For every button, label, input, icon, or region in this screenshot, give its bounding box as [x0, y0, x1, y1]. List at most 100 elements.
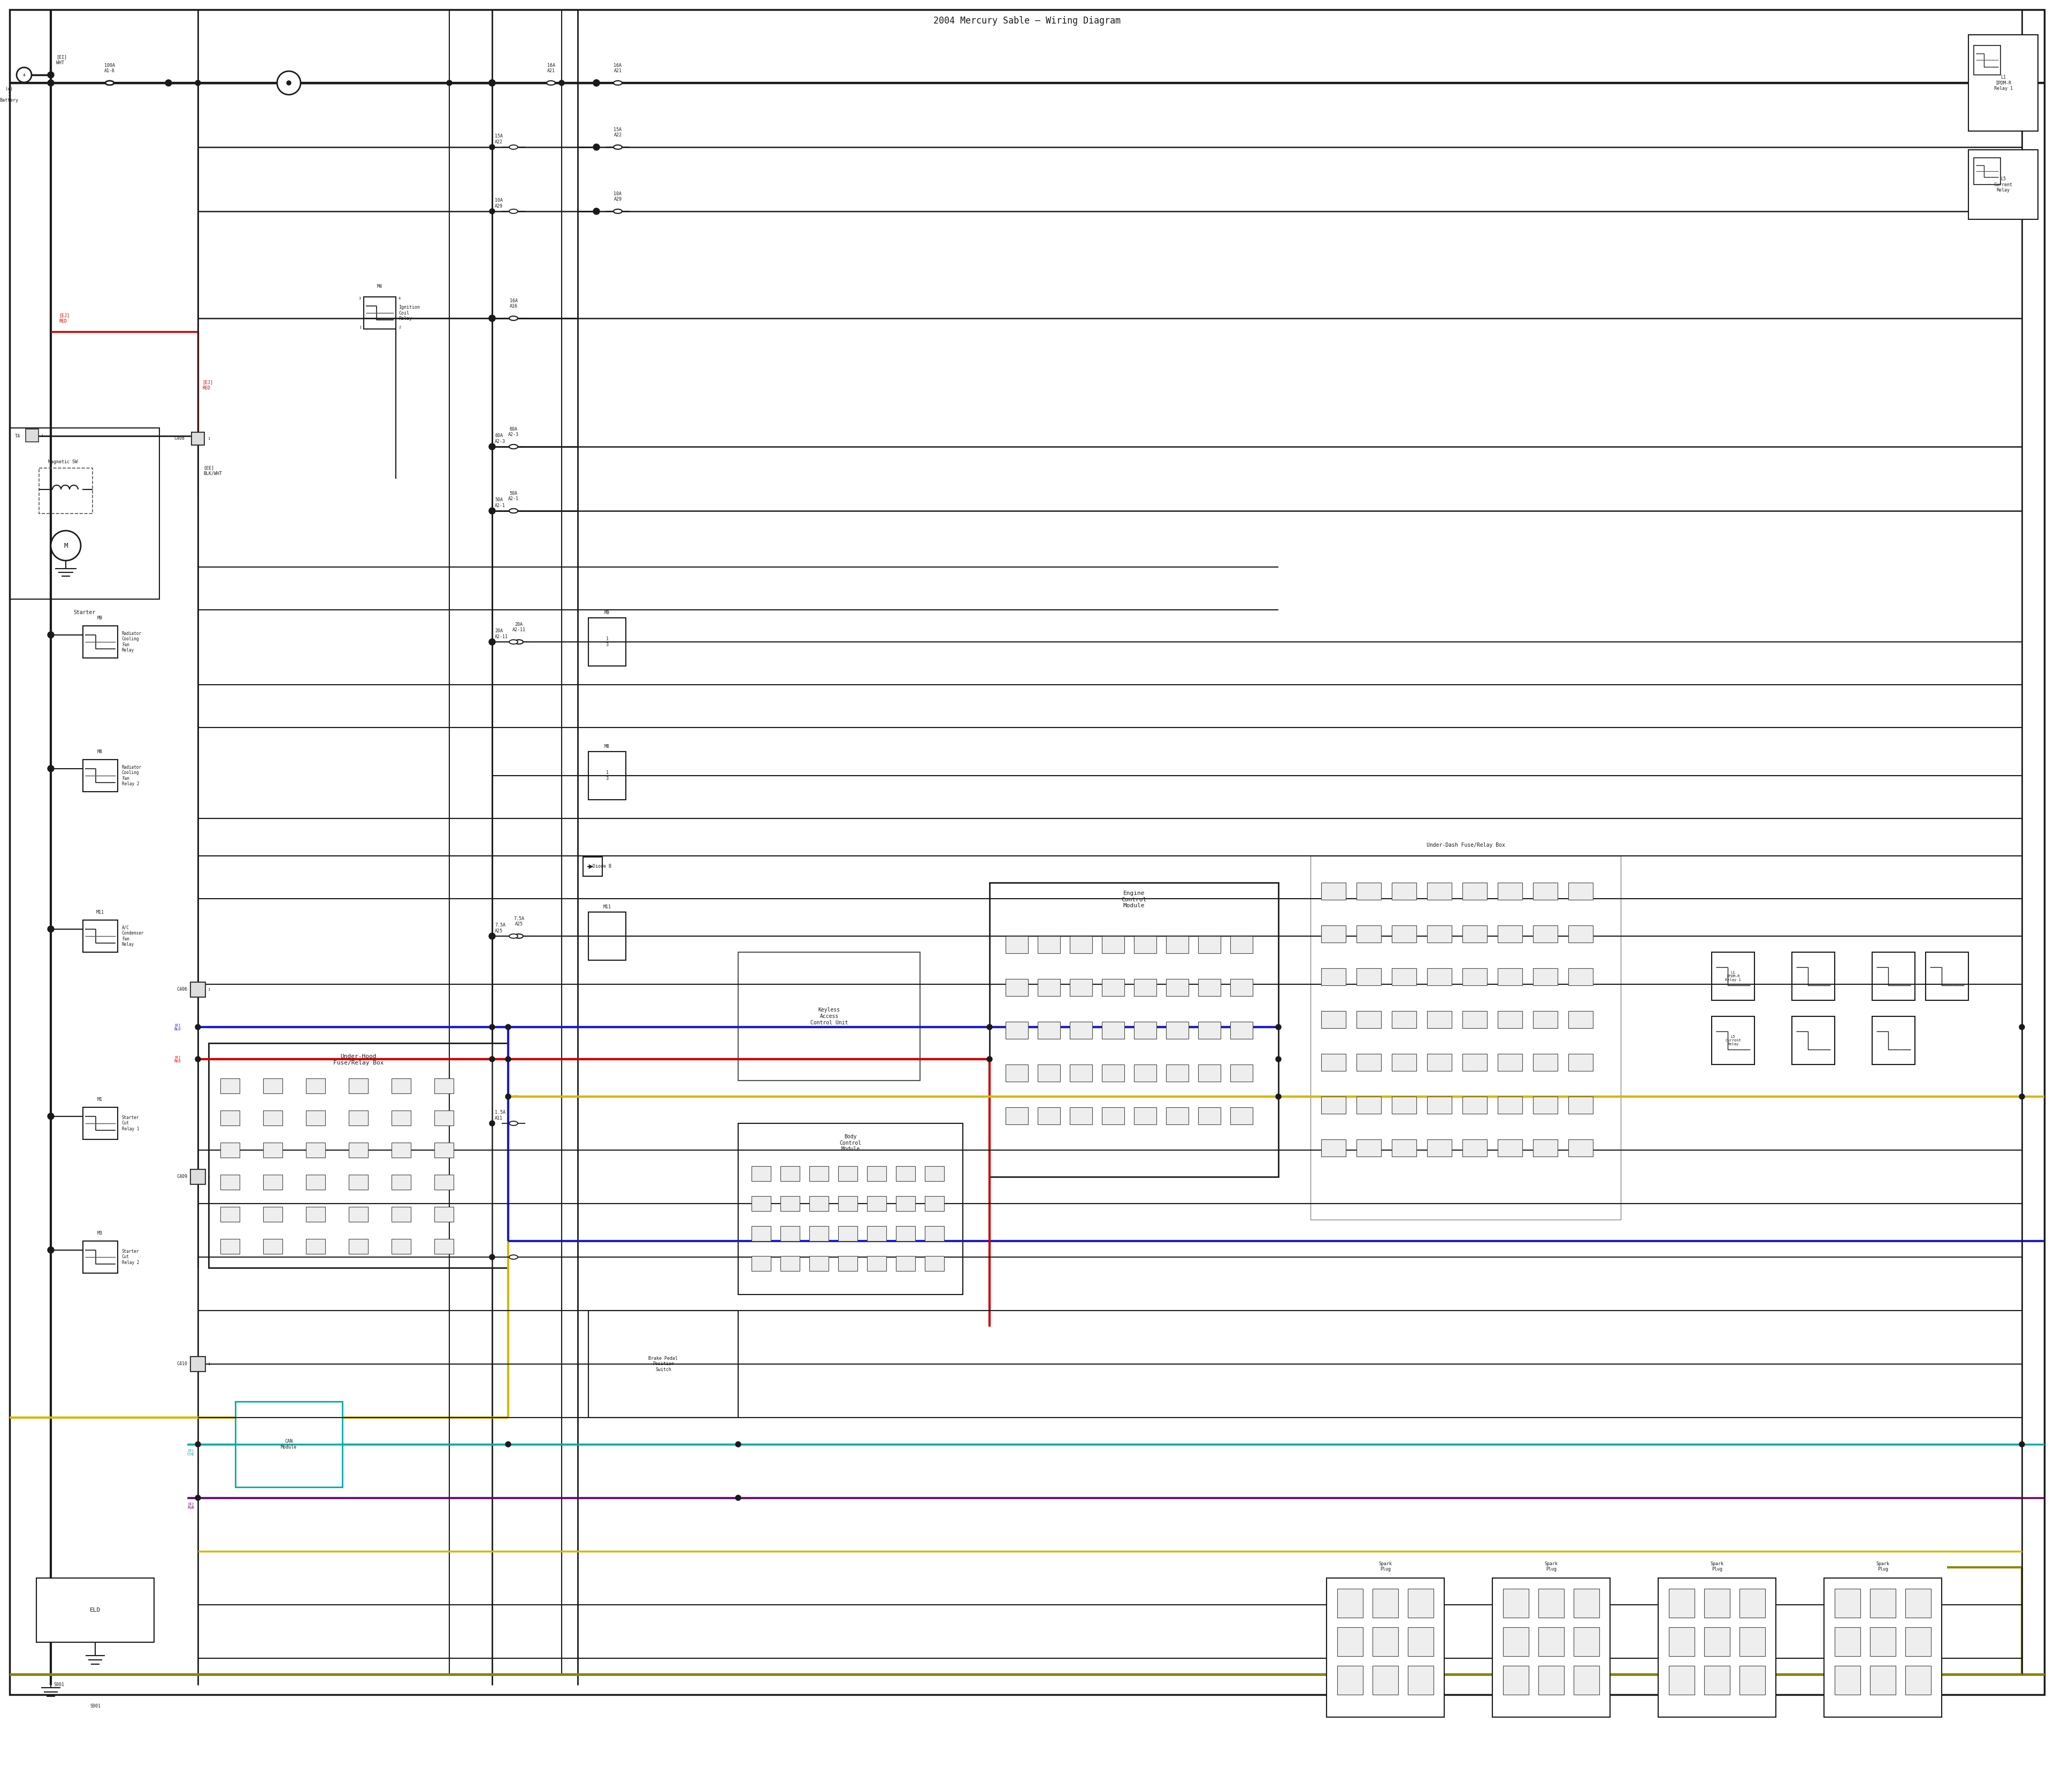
- Bar: [1573, 1667, 1600, 1695]
- Bar: [1070, 978, 1093, 996]
- Bar: [433, 1176, 454, 1190]
- Circle shape: [195, 1025, 201, 1030]
- Bar: [1230, 1021, 1253, 1039]
- Text: [EE]
BLK/WHT: [EE] BLK/WHT: [203, 466, 222, 475]
- Circle shape: [47, 1247, 53, 1253]
- Text: Keyless
Access
Control Unit: Keyless Access Control Unit: [809, 1007, 848, 1025]
- Bar: [781, 1226, 799, 1242]
- Text: 1: 1: [207, 1176, 210, 1179]
- Bar: [1497, 1054, 1522, 1072]
- Bar: [1569, 1011, 1594, 1029]
- Text: 2: 2: [398, 326, 401, 330]
- Text: 16A
A21: 16A A21: [546, 63, 555, 73]
- Bar: [752, 1226, 770, 1242]
- Bar: [1497, 1011, 1522, 1029]
- Circle shape: [47, 79, 53, 86]
- Text: 16A
A16: 16A A16: [509, 297, 518, 308]
- Bar: [263, 1111, 283, 1125]
- Bar: [1327, 1579, 1444, 1717]
- Circle shape: [489, 638, 495, 645]
- Bar: [10, 428, 160, 599]
- Text: M8: M8: [97, 749, 103, 754]
- Bar: [1428, 1140, 1452, 1156]
- Bar: [1740, 1627, 1764, 1656]
- Bar: [306, 1111, 325, 1125]
- Text: 1: 1: [359, 326, 362, 330]
- Bar: [752, 1256, 770, 1271]
- Text: 1
3: 1 3: [606, 771, 608, 781]
- Ellipse shape: [509, 315, 518, 321]
- Ellipse shape: [614, 210, 622, 213]
- Text: C409: C409: [177, 1174, 187, 1179]
- Circle shape: [505, 1441, 511, 1446]
- Circle shape: [559, 81, 565, 86]
- Bar: [220, 1079, 240, 1093]
- Circle shape: [47, 765, 53, 772]
- Text: M9: M9: [97, 616, 103, 620]
- Bar: [1070, 1064, 1093, 1082]
- Circle shape: [277, 72, 300, 95]
- Bar: [1321, 1011, 1345, 1029]
- Bar: [349, 1176, 368, 1190]
- Bar: [1037, 1021, 1060, 1039]
- Bar: [1070, 1021, 1093, 1039]
- Circle shape: [489, 79, 495, 86]
- Ellipse shape: [509, 1254, 518, 1260]
- Bar: [838, 1256, 857, 1271]
- Text: Starter
Cut
Relay 2: Starter Cut Relay 2: [121, 1249, 140, 1265]
- Circle shape: [47, 1113, 53, 1120]
- Circle shape: [594, 79, 600, 86]
- Bar: [191, 432, 203, 444]
- Bar: [1428, 883, 1452, 900]
- Bar: [781, 1167, 799, 1181]
- Circle shape: [16, 68, 31, 82]
- Bar: [1167, 1107, 1189, 1124]
- Bar: [1497, 968, 1522, 986]
- Bar: [1834, 1667, 1861, 1695]
- Circle shape: [986, 1025, 992, 1030]
- Bar: [433, 1079, 454, 1093]
- Bar: [306, 1238, 325, 1254]
- Circle shape: [195, 1495, 201, 1500]
- Text: Radiator
Cooling
Fan
Relay: Radiator Cooling Fan Relay: [121, 631, 142, 652]
- Text: Spark
Plug: Spark Plug: [1545, 1561, 1557, 1572]
- Circle shape: [489, 507, 495, 514]
- Bar: [1504, 1667, 1528, 1695]
- Text: 1.5A
A11: 1.5A A11: [495, 1109, 505, 1120]
- Bar: [1462, 1140, 1487, 1156]
- Text: 7.5A
A25: 7.5A A25: [514, 916, 524, 926]
- Bar: [752, 1195, 770, 1211]
- Bar: [1167, 1021, 1189, 1039]
- Bar: [1230, 935, 1253, 953]
- Text: Radiator
Cooling
Fan
Relay 2: Radiator Cooling Fan Relay 2: [121, 765, 142, 787]
- Text: 10A
A29: 10A A29: [614, 192, 622, 202]
- Bar: [263, 1206, 283, 1222]
- Bar: [1197, 1064, 1220, 1082]
- Bar: [1740, 1590, 1764, 1618]
- Text: CAN
Module: CAN Module: [281, 1439, 298, 1450]
- Bar: [896, 1226, 916, 1242]
- Circle shape: [489, 315, 495, 321]
- Bar: [867, 1226, 887, 1242]
- Text: ELD: ELD: [90, 1607, 101, 1613]
- Bar: [924, 1167, 945, 1181]
- Bar: [1538, 1627, 1563, 1656]
- Bar: [1393, 925, 1417, 943]
- Bar: [1569, 883, 1594, 900]
- Bar: [433, 1143, 454, 1158]
- Bar: [1134, 935, 1156, 953]
- Bar: [867, 1256, 887, 1271]
- Bar: [1569, 925, 1594, 943]
- Bar: [1532, 1054, 1557, 1072]
- Circle shape: [1276, 1057, 1282, 1063]
- Bar: [1711, 952, 1754, 1000]
- Bar: [1167, 935, 1189, 953]
- Bar: [210, 1043, 507, 1267]
- Bar: [1372, 1590, 1399, 1618]
- Bar: [838, 1195, 857, 1211]
- Bar: [1321, 925, 1345, 943]
- Text: C408: C408: [175, 435, 185, 441]
- Bar: [1167, 978, 1189, 996]
- Bar: [1310, 857, 1621, 1220]
- Bar: [1668, 1627, 1695, 1656]
